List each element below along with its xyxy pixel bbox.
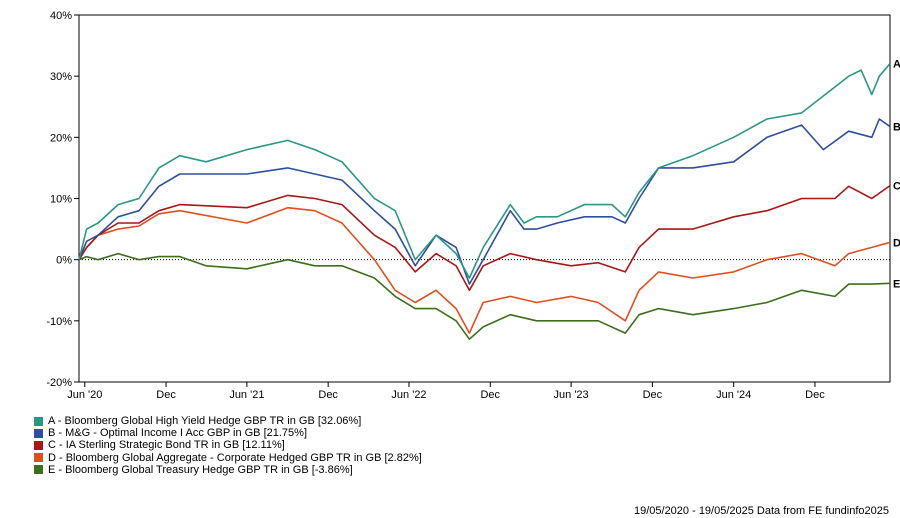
legend-item-e: E - Bloomberg Global Treasury Hedge GBP … xyxy=(34,464,422,476)
legend-swatch-c xyxy=(34,441,43,450)
legend-swatch-d xyxy=(34,453,43,463)
series-end-label-c: C xyxy=(893,181,900,193)
x-tick-label: Dec xyxy=(805,389,825,401)
y-tick-label: 40% xyxy=(50,10,72,22)
y-tick-label: -10% xyxy=(46,316,72,328)
y-tick-label: 30% xyxy=(50,71,72,83)
legend-item-c: C - IA Sterling Strategic Bond TR in GB … xyxy=(34,439,422,451)
legend-swatch-b xyxy=(34,428,43,438)
series-line-e xyxy=(78,252,891,341)
x-tick-label: Jun '24 xyxy=(716,389,751,401)
legend-label-b: B - M&G - Optimal Income I Acc GBP in GB… xyxy=(48,427,307,440)
x-tick-label: Jun '21 xyxy=(229,389,264,401)
x-tick-label: Dec xyxy=(480,389,500,401)
x-tick-label: Jun '22 xyxy=(391,389,426,401)
series-line-d xyxy=(78,206,891,334)
legend-item-b: B - M&G - Optimal Income I Acc GBP in GB… xyxy=(34,427,422,439)
series-end-label-b: B xyxy=(893,122,900,134)
y-tick-label: -20% xyxy=(46,377,72,389)
legend-item-a: A - Bloomberg Global High Yield Hedge GB… xyxy=(34,415,422,427)
footer-source: 19/05/2020 - 19/05/2025 Data from FE fun… xyxy=(633,505,889,517)
legend-swatch-e xyxy=(34,465,43,475)
legend-label-a: A - Bloomberg Global High Yield Hedge GB… xyxy=(48,415,362,427)
legend: A - Bloomberg Global High Yield Hedge GB… xyxy=(34,415,422,476)
legend-label-e: E - Bloomberg Global Treasury Hedge GBP … xyxy=(48,463,353,476)
legend-label-d: D - Bloomberg Global Aggregate - Corpora… xyxy=(48,451,422,464)
series-end-label-a: A xyxy=(893,59,900,71)
series-line-c xyxy=(78,184,891,292)
series-end-label-e: E xyxy=(893,278,900,290)
x-tick-label: Jun '23 xyxy=(554,389,589,401)
x-tick-label: Dec xyxy=(156,389,176,401)
y-tick-label: 20% xyxy=(50,132,72,144)
legend-label-c: C - IA Sterling Strategic Bond TR in GB … xyxy=(48,439,285,452)
series-line-b xyxy=(78,118,891,285)
x-tick-label: Dec xyxy=(318,389,338,401)
y-tick-label: 10% xyxy=(50,194,72,206)
series-line-a xyxy=(78,63,891,279)
chart: -20% -10% 0% 10% 20% 30% 40% Jun '20 Dec Jun '21 D… xyxy=(46,10,900,401)
y-tick-label: 0% xyxy=(56,255,72,267)
x-tick-label: Jun '20 xyxy=(67,389,102,401)
x-tick-label: Dec xyxy=(643,389,663,401)
series-end-label-d: D xyxy=(893,237,900,249)
legend-swatch-a xyxy=(34,416,43,426)
legend-item-d: D - Bloomberg Global Aggregate - Corpora… xyxy=(34,452,422,464)
